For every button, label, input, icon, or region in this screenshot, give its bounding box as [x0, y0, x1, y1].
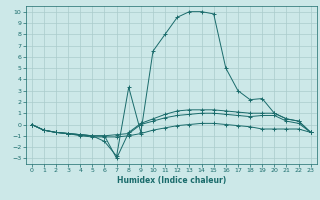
- X-axis label: Humidex (Indice chaleur): Humidex (Indice chaleur): [116, 176, 226, 185]
